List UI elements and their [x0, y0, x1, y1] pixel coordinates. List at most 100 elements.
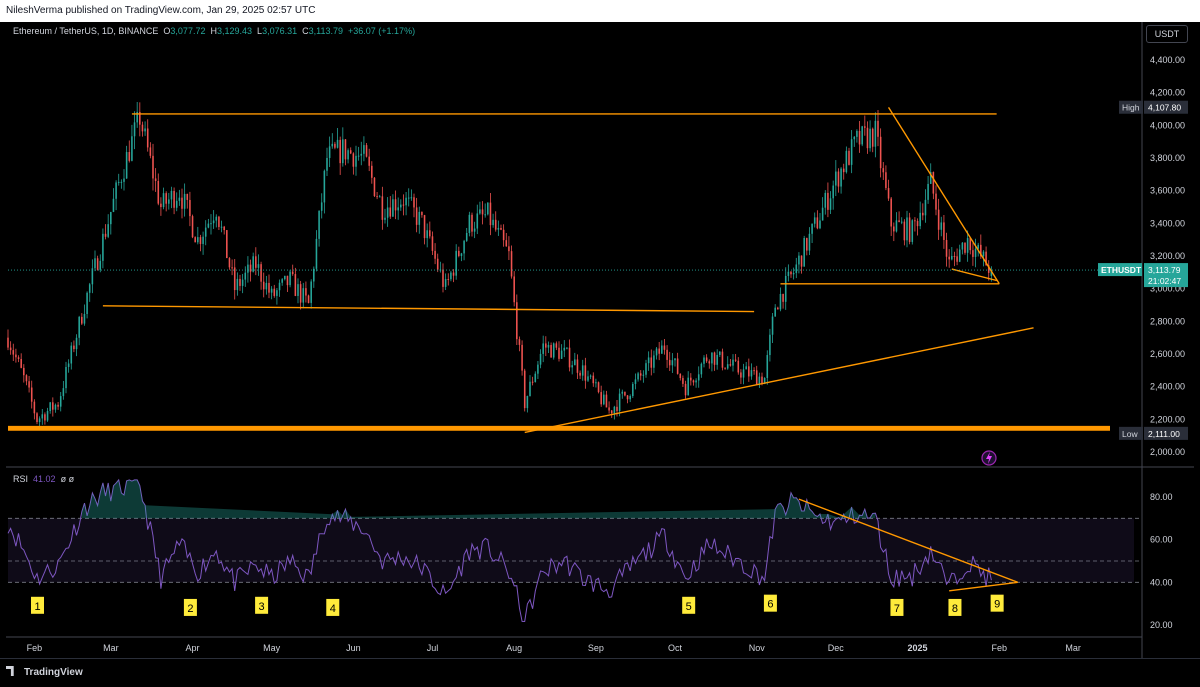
candle-body: [123, 178, 125, 182]
publisher-bar: NileshVerma published on TradingView.com…: [0, 0, 1200, 22]
candle-body: [96, 258, 99, 270]
rsi-legend[interactable]: RSI 41.02 ø ø: [13, 474, 74, 484]
candle-body: [336, 139, 339, 148]
candle-body: [552, 343, 555, 358]
candle-body: [977, 244, 979, 249]
candle-body: [299, 284, 302, 303]
candle-body: [328, 146, 331, 158]
candle-body: [479, 209, 481, 214]
annotation-box[interactable]: [990, 594, 1004, 612]
candle-body: [75, 337, 78, 350]
candle-body: [721, 351, 724, 368]
candle-body: [956, 256, 958, 262]
candle-body: [218, 216, 220, 227]
annotation-box[interactable]: [183, 598, 197, 616]
candle-body: [418, 211, 421, 225]
candle-body: [574, 359, 576, 366]
price-trendline[interactable]: [524, 327, 1034, 434]
candle-body: [497, 227, 500, 230]
rsi-trendline[interactable]: [949, 581, 1018, 592]
candle-body: [112, 198, 115, 212]
candle-body: [922, 212, 924, 216]
candle-body: [146, 128, 149, 148]
candle-body: [117, 181, 120, 183]
annotation-box[interactable]: [31, 596, 44, 614]
candle-body: [94, 258, 96, 269]
time-tick-label: Oct: [668, 643, 683, 653]
price-trendline[interactable]: [102, 305, 755, 313]
candle-body: [331, 143, 334, 147]
time-tick-label: Dec: [828, 643, 845, 653]
candle-body: [531, 381, 534, 383]
candle-body: [91, 268, 94, 285]
candle-body: [226, 230, 228, 259]
candle-body: [608, 407, 610, 411]
annotation-box[interactable]: [890, 598, 904, 616]
candle-body: [120, 181, 123, 183]
annotation-box[interactable]: [326, 598, 340, 616]
candle-body: [990, 270, 993, 276]
candle-body: [792, 272, 795, 275]
candle-body: [305, 288, 307, 296]
candle-body: [566, 347, 568, 349]
symbol-legend[interactable]: Ethereum / TetherUS, 1D, BINANCE O3,077.…: [13, 26, 415, 36]
lightning-icon[interactable]: [981, 450, 997, 466]
candle-body: [494, 219, 497, 230]
candle-body: [9, 347, 12, 351]
price-tick-label: 3,200.00: [1150, 251, 1185, 261]
candle-body: [803, 238, 805, 267]
symbol-tag: ETHUSDT: [1101, 265, 1142, 275]
price-tick-label: 3,800.00: [1150, 153, 1185, 163]
candle-body: [52, 402, 54, 410]
price-tick-label: 3,000.00: [1150, 284, 1185, 294]
candle-body: [323, 170, 326, 203]
candle-body: [313, 268, 315, 282]
candle-body: [160, 203, 162, 208]
candle-body: [690, 377, 692, 381]
support-zone[interactable]: [8, 425, 1110, 431]
candle-body: [679, 373, 682, 379]
candle-body: [763, 377, 766, 384]
time-axis-ticks[interactable]: Feb Mar Apr May Jun Jul Aug Sep Oct Nov Dec 2025 Feb…: [27, 643, 1081, 653]
annotation-box[interactable]: [682, 596, 696, 614]
candle-body: [700, 363, 703, 375]
currency-button[interactable]: USDT: [1146, 25, 1188, 43]
candle-body: [181, 197, 183, 209]
candle-body: [653, 355, 655, 368]
candle-body: [840, 168, 842, 187]
candle-body: [605, 394, 608, 408]
candle-body: [384, 217, 386, 220]
candle-body: [740, 372, 742, 378]
candle-body: [584, 365, 587, 381]
time-tick-label: Feb: [992, 643, 1008, 653]
candle-body: [447, 279, 450, 281]
price-trendline[interactable]: [887, 106, 1000, 285]
candle-body: [858, 130, 861, 145]
price-tick-label: 2,200.00: [1150, 414, 1185, 424]
price-tick-label: 2,400.00: [1150, 382, 1185, 392]
annotation-box[interactable]: [255, 596, 269, 614]
candle-body: [958, 249, 961, 262]
candle-body: [932, 172, 935, 194]
candle-body: [178, 197, 181, 201]
candle-body: [903, 221, 906, 241]
rsi-axis-ticks[interactable]: 80.00 60.00 40.00 20.00: [1150, 492, 1173, 630]
annotation-box[interactable]: [763, 594, 777, 612]
candle-body: [307, 295, 310, 303]
rsi-trendline[interactable]: [798, 498, 1018, 583]
annotation-box[interactable]: [948, 598, 962, 616]
candle-body: [853, 136, 856, 140]
candle-body: [969, 238, 972, 251]
tradingview-logo[interactable]: TradingView: [6, 666, 83, 678]
close-label: C: [302, 26, 309, 36]
price-tick-label: 4,000.00: [1150, 120, 1185, 130]
price-trendline[interactable]: [951, 268, 997, 282]
candle-body: [268, 282, 270, 293]
symbol-name: Ethereum / TetherUS, 1D, BINANCE: [13, 26, 159, 36]
rsi-trendlines[interactable]: [798, 498, 1018, 592]
price-trendlines[interactable]: [8, 106, 1142, 434]
price-axis-ticks[interactable]: 4,400.00 4,200.00 4,000.00 3,800.00 3,600.00…: [1150, 55, 1185, 457]
candle-body: [25, 375, 28, 382]
candle-body: [500, 227, 502, 230]
